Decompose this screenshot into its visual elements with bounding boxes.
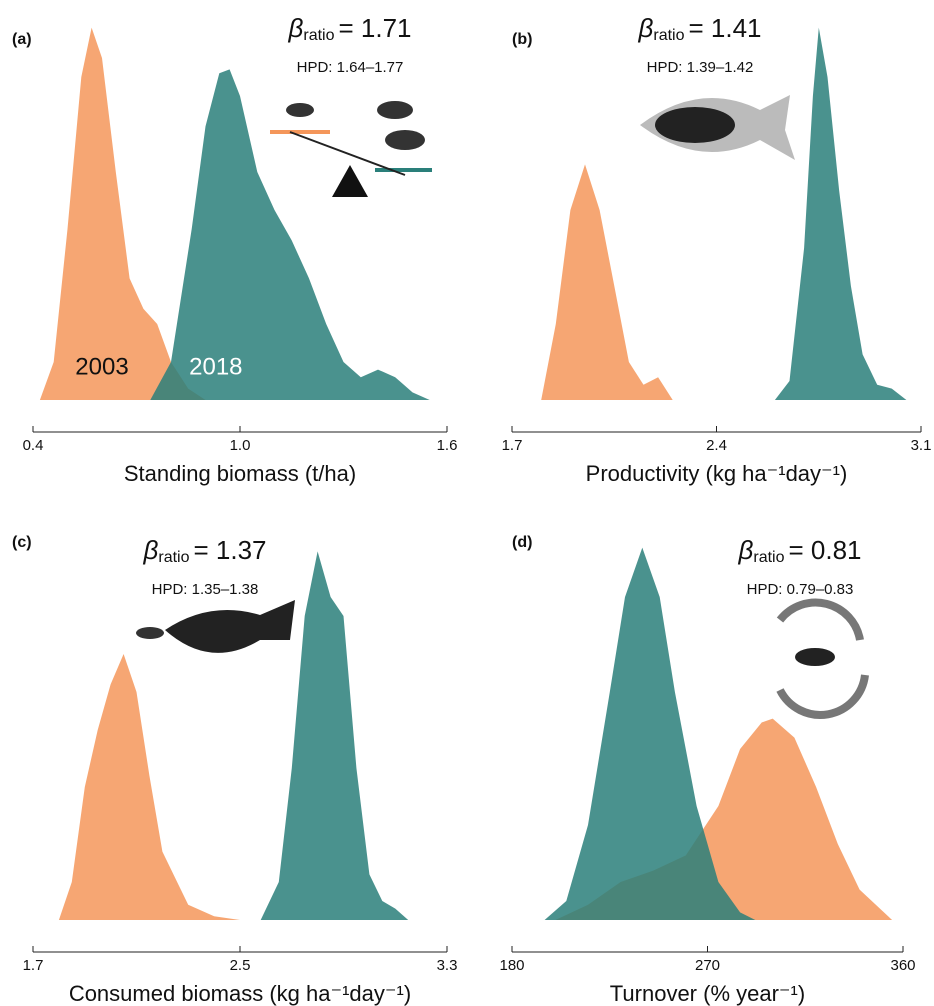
x-axis-label: Productivity (kg ha⁻¹day⁻¹) <box>586 461 848 486</box>
x-axis-label: Consumed biomass (kg ha⁻¹day⁻¹) <box>69 981 411 1006</box>
x-tick-label: 1.7 <box>23 957 44 974</box>
x-tick-label: 2.4 <box>706 437 727 454</box>
density-area <box>541 164 673 400</box>
panel-label: (b) <box>512 31 532 48</box>
hpd-annotation: HPD: 1.35–1.38 <box>152 581 259 598</box>
beta-symbol: β <box>638 13 654 43</box>
beta-symbol: β <box>288 13 304 43</box>
panel-label: (d) <box>512 534 532 551</box>
beta-annotation: βratio = 1.41 <box>638 13 762 44</box>
fish-growth-icon <box>640 95 795 160</box>
x-tick-label: 1.7 <box>502 437 523 454</box>
density-area <box>150 69 430 401</box>
hpd-annotation: HPD: 1.39–1.42 <box>647 59 754 76</box>
density-area <box>39 27 206 400</box>
seesaw-icon <box>270 101 432 197</box>
panel-label: (c) <box>12 534 32 551</box>
beta-value: = 1.71 <box>338 13 411 43</box>
beta-annotation: βratio = 0.81 <box>738 535 862 566</box>
x-tick-label: 2.5 <box>230 957 251 974</box>
beta-symbol: β <box>738 535 754 565</box>
beta-annotation: βratio = 1.71 <box>288 13 412 44</box>
beta-subscript: ratio <box>158 549 189 566</box>
beta-value: = 1.41 <box>688 13 761 43</box>
beta-annotation: βratio = 1.37 <box>143 535 267 566</box>
beta-value: = 1.37 <box>193 535 266 565</box>
x-tick-label: 360 <box>890 957 915 974</box>
density-area <box>260 551 409 920</box>
x-tick-label: 1.0 <box>230 437 251 454</box>
x-tick-label: 3.1 <box>911 437 932 454</box>
hpd-annotation: HPD: 1.64–1.77 <box>297 59 404 76</box>
legend-label: 2018 <box>189 353 242 380</box>
x-tick-label: 1.6 <box>437 437 458 454</box>
panel-label: (a) <box>12 31 32 48</box>
density-area <box>58 654 241 920</box>
legend-label: 2003 <box>75 353 128 380</box>
hpd-annotation: HPD: 0.79–0.83 <box>747 581 854 598</box>
predator-fish-icon <box>136 600 295 653</box>
turnover-icon <box>776 598 869 719</box>
beta-subscript: ratio <box>653 27 684 44</box>
x-axis-label: Turnover (% year⁻¹) <box>610 981 805 1006</box>
beta-subscript: ratio <box>753 549 784 566</box>
x-tick-label: 180 <box>499 957 524 974</box>
x-tick-label: 3.3 <box>437 957 458 974</box>
x-tick-label: 270 <box>695 957 720 974</box>
beta-value: = 0.81 <box>788 535 861 565</box>
density-area <box>544 547 756 920</box>
x-tick-label: 0.4 <box>23 437 44 454</box>
x-axis-label: Standing biomass (t/ha) <box>124 461 356 486</box>
density-area <box>774 27 907 400</box>
beta-symbol: β <box>143 535 159 565</box>
density-area <box>555 718 893 920</box>
beta-subscript: ratio <box>303 27 334 44</box>
